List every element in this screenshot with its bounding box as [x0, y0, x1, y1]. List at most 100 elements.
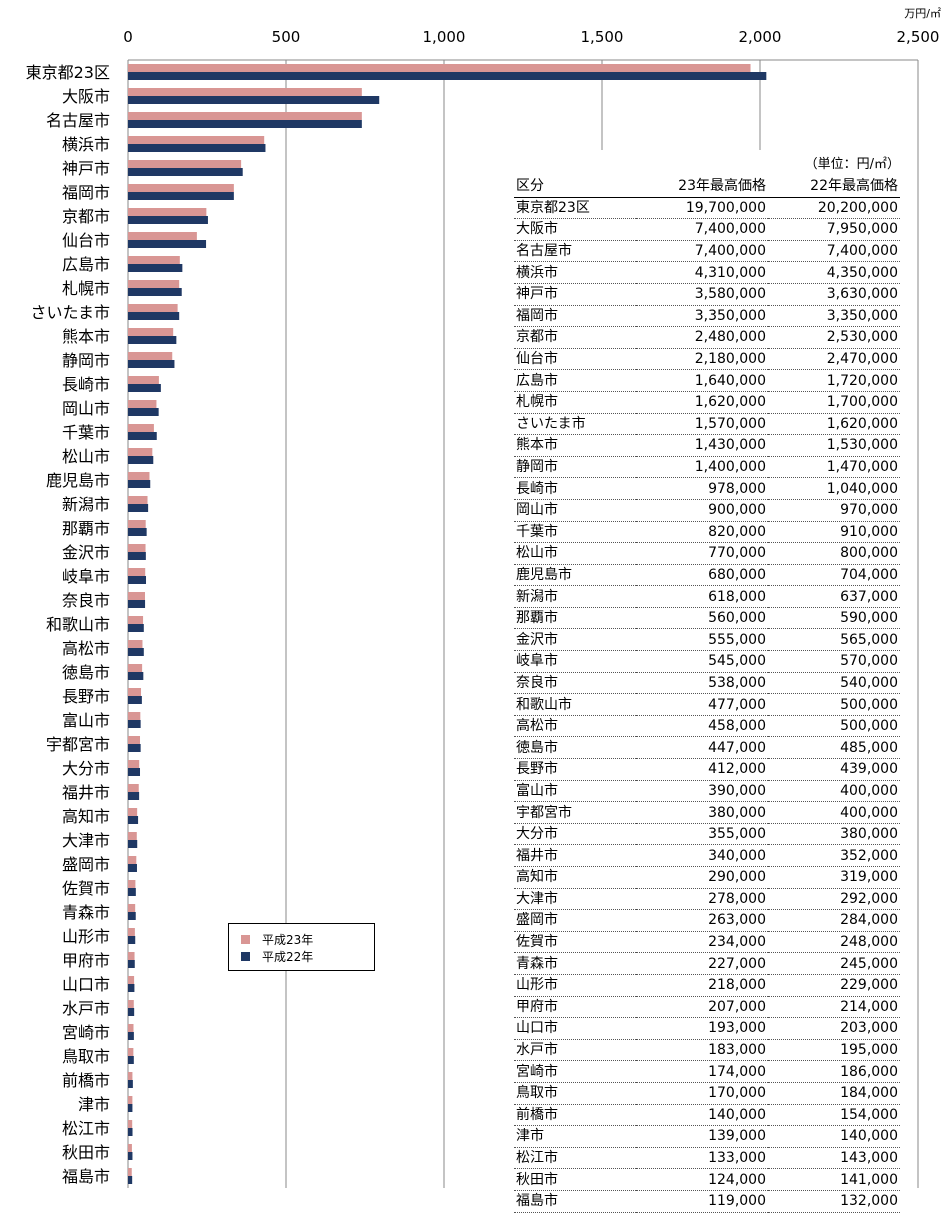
- bar-h23: [128, 760, 140, 768]
- bar-h23: [128, 256, 180, 264]
- bar-h22: [128, 768, 141, 776]
- category-label: 神戸市: [62, 159, 110, 178]
- table-cell-2010: 565,000: [768, 628, 900, 652]
- bar-h23: [128, 136, 265, 144]
- table-cell-city: 広島市: [514, 369, 636, 392]
- table-cell-2010: 1,720,000: [768, 369, 900, 392]
- table-cell-2010: 154,000: [768, 1104, 900, 1127]
- bar-h22: [128, 72, 767, 80]
- unit-label: 万円/㎡: [904, 7, 941, 20]
- bar-h23: [128, 928, 135, 936]
- bar-h23: [128, 1048, 134, 1056]
- bar-h23: [128, 280, 180, 288]
- table-cell-2011: 618,000: [636, 585, 768, 608]
- table-cell-city: 東京都23区: [514, 197, 636, 220]
- table-row: 広島市 1,640,000 1,720,000: [514, 369, 900, 392]
- category-label: 山口市: [62, 975, 110, 994]
- table-cell-2010: 4,350,000: [768, 261, 900, 284]
- table-row: 鹿児島市 680,000 704,000: [514, 564, 900, 587]
- table-cell-city: 宇都宮市: [514, 801, 636, 824]
- category-label: 那覇市: [62, 519, 110, 538]
- table-cell-city: 富山市: [514, 780, 636, 803]
- table-cell-2010: 245,000: [768, 952, 900, 975]
- bar-h22: [128, 1032, 134, 1040]
- table-row: 大分市 355,000 380,000: [514, 823, 900, 846]
- table-cell-2010: 439,000: [768, 758, 900, 781]
- table-cell-2011: 140,000: [636, 1104, 768, 1127]
- category-label: 大阪市: [62, 87, 110, 106]
- table-cell-2011: 3,580,000: [636, 283, 768, 306]
- bar-h23: [128, 304, 178, 312]
- table-row: 水戸市 183,000 195,000: [514, 1039, 900, 1062]
- table-row: 高松市 458,000 500,000: [514, 715, 900, 738]
- table-cell-city: 岐阜市: [514, 650, 636, 673]
- table-cell-city: 名古屋市: [514, 240, 636, 263]
- bar-h23: [128, 448, 153, 456]
- table-cell-city: 盛岡市: [514, 909, 636, 932]
- table-cell-city: 徳島市: [514, 736, 636, 760]
- table-row: さいたま市 1,570,000 1,620,000: [514, 413, 900, 436]
- table-cell-2011: 555,000: [636, 628, 768, 652]
- table-cell-city: 熊本市: [514, 434, 636, 457]
- bar-h23: [128, 184, 234, 192]
- table-cell-2011: 218,000: [636, 974, 768, 997]
- category-label: 札幌市: [62, 279, 110, 298]
- bar-h23: [128, 232, 197, 240]
- table-cell-2010: 3,350,000: [768, 305, 900, 328]
- table-cell-2011: 290,000: [636, 866, 768, 889]
- table-cell-2011: 227,000: [636, 952, 768, 975]
- bar-h22: [128, 1104, 133, 1112]
- table-cell-city: 佐賀市: [514, 931, 636, 954]
- table-cell-city: 鹿児島市: [514, 564, 636, 587]
- table-row: 松山市 770,000 800,000: [514, 542, 900, 565]
- bar-h22: [128, 936, 136, 944]
- table-header-row: 区分 23年最高価格 22年最高価格: [514, 176, 900, 198]
- bar-h23: [128, 904, 136, 912]
- table-cell-2011: 119,000: [636, 1190, 768, 1213]
- table-cell-2010: 319,000: [768, 866, 900, 889]
- table-cell-2010: 1,530,000: [768, 434, 900, 457]
- bar-h22: [128, 672, 144, 680]
- category-label: 宇都宮市: [46, 735, 110, 754]
- bar-h23: [128, 856, 137, 864]
- category-label: 青森市: [62, 903, 110, 922]
- table-row: 横浜市 4,310,000 4,350,000: [514, 261, 900, 284]
- bar-h23: [128, 616, 144, 624]
- bar-h23: [128, 664, 143, 672]
- table-cell-2011: 1,430,000: [636, 434, 768, 457]
- table-cell-2011: 193,000: [636, 1017, 768, 1040]
- table-cell-city: 秋田市: [514, 1168, 636, 1191]
- bar-h22: [128, 360, 175, 368]
- bar-h22: [128, 192, 234, 200]
- bar-h22: [128, 504, 149, 512]
- table-cell-city: 大阪市: [514, 218, 636, 241]
- category-label: 福岡市: [62, 183, 110, 202]
- table-cell-2010: 195,000: [768, 1039, 900, 1062]
- x-axis-ticks: 0 500 1,000 1,500 2,000 2,500: [123, 28, 939, 46]
- bar-h23: [128, 784, 139, 792]
- bar-h22: [128, 336, 177, 344]
- table-cell-2010: 284,000: [768, 909, 900, 932]
- bar-h23: [128, 472, 150, 480]
- bar-h23: [128, 400, 157, 408]
- table-row: 京都市 2,480,000 2,530,000: [514, 326, 900, 349]
- category-label: 福島市: [62, 1167, 110, 1186]
- table-row: 甲府市 207,000 214,000: [514, 996, 900, 1019]
- category-label: 広島市: [62, 255, 110, 274]
- table-row: 青森市 227,000 245,000: [514, 952, 900, 975]
- legend-swatch: [241, 952, 250, 961]
- table-cell-city: 高知市: [514, 866, 636, 889]
- bar-h23: [128, 328, 174, 336]
- bar-h22: [128, 240, 207, 248]
- table-cell-2010: 7,950,000: [768, 218, 900, 241]
- bar-h23: [128, 736, 141, 744]
- bar-h22: [128, 408, 159, 416]
- bar-h23: [128, 520, 146, 528]
- table-cell-2010: 1,620,000: [768, 413, 900, 436]
- table-cell-2010: 400,000: [768, 780, 900, 803]
- table-cell-2011: 545,000: [636, 650, 768, 673]
- bar-h23: [128, 352, 173, 360]
- table-cell-2011: 263,000: [636, 909, 768, 932]
- table-cell-city: 山形市: [514, 974, 636, 997]
- table-cell-city: 長野市: [514, 758, 636, 781]
